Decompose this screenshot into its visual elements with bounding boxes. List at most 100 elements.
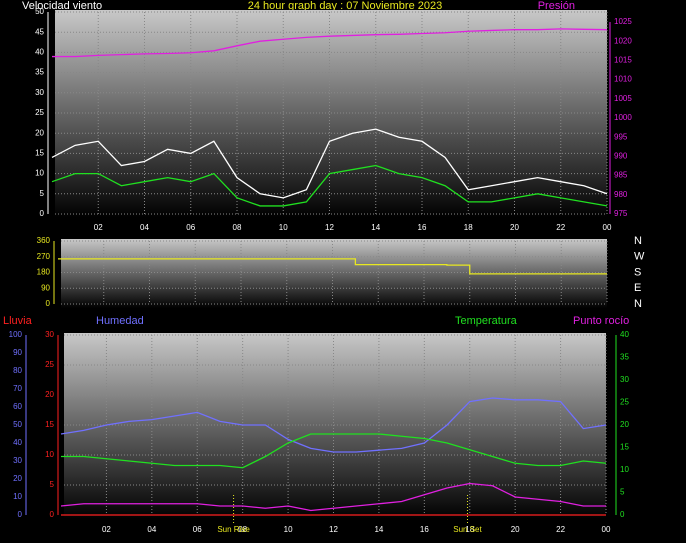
x-tick-label: 06 bbox=[193, 525, 202, 534]
y-tick-label: 10 bbox=[13, 492, 22, 501]
x-tick-label: 16 bbox=[418, 223, 427, 232]
x-tick-label: 14 bbox=[374, 525, 383, 534]
y-tick-label: 1015 bbox=[614, 56, 632, 65]
y-tick-label: 5 bbox=[620, 488, 625, 497]
x-tick-label: 12 bbox=[325, 223, 334, 232]
plot-background bbox=[64, 333, 606, 519]
compass-label: W bbox=[634, 251, 645, 263]
x-tick-label: 18 bbox=[465, 525, 474, 534]
y-tick-label: 10 bbox=[620, 465, 629, 474]
y-tick-label: 980 bbox=[614, 190, 628, 199]
y-tick-label: 90 bbox=[13, 348, 22, 357]
y-tick-label: 90 bbox=[41, 283, 50, 292]
x-tick-label: 22 bbox=[556, 223, 565, 232]
x-tick-label: 04 bbox=[140, 223, 149, 232]
x-tick-label: 16 bbox=[420, 525, 429, 534]
y-tick-label: 15 bbox=[35, 149, 44, 158]
compass-label: N bbox=[634, 235, 642, 247]
x-tick-label: 14 bbox=[371, 223, 380, 232]
y-tick-label: 15 bbox=[45, 420, 54, 429]
y-tick-label: 1000 bbox=[614, 113, 632, 122]
y-tick-label: 20 bbox=[620, 420, 629, 429]
x-tick-label: 04 bbox=[147, 525, 156, 534]
y-tick-label: 270 bbox=[37, 252, 51, 261]
series-line bbox=[61, 433, 607, 469]
compass-label: S bbox=[634, 266, 641, 278]
y-tick-label: 25 bbox=[45, 360, 54, 369]
y-tick-label: 50 bbox=[35, 7, 44, 16]
y-tick-label: 0 bbox=[46, 299, 51, 308]
y-tick-label: 25 bbox=[35, 108, 44, 117]
y-tick-label: 0 bbox=[620, 510, 625, 519]
y-tick-label: 25 bbox=[620, 398, 629, 407]
x-tick-label: 02 bbox=[102, 525, 111, 534]
x-tick-label: 08 bbox=[233, 223, 242, 232]
y-tick-label: 30 bbox=[620, 375, 629, 384]
sun-label: Sun Rise bbox=[217, 525, 250, 534]
x-tick-label: 10 bbox=[284, 525, 293, 534]
x-tick-label: 20 bbox=[511, 525, 520, 534]
x-tick-label: 10 bbox=[279, 223, 288, 232]
y-tick-label: 1025 bbox=[614, 17, 632, 26]
y-tick-label: 35 bbox=[620, 353, 629, 362]
compass-label: E bbox=[634, 282, 641, 294]
y-tick-label: 1020 bbox=[614, 36, 632, 45]
y-tick-label: 1010 bbox=[614, 75, 632, 84]
x-tick-label: 08 bbox=[238, 525, 247, 534]
y-tick-label: 70 bbox=[13, 384, 22, 393]
y-tick-label: 40 bbox=[620, 330, 629, 339]
sun-label: Sun Set bbox=[453, 525, 482, 534]
legend-label: Temperatura bbox=[455, 315, 518, 327]
legend-label: Lluvia bbox=[3, 315, 33, 327]
x-tick-label: 00 bbox=[603, 223, 612, 232]
y-tick-label: 0 bbox=[18, 510, 23, 519]
legend-label: Humedad bbox=[96, 315, 144, 327]
y-tick-label: 45 bbox=[35, 27, 44, 36]
y-tick-label: 20 bbox=[35, 128, 44, 137]
series-line bbox=[60, 482, 606, 512]
pressure-label: Presión bbox=[538, 0, 575, 12]
y-tick-label: 10 bbox=[35, 169, 44, 178]
y-tick-label: 20 bbox=[45, 390, 54, 399]
y-tick-label: 180 bbox=[37, 268, 51, 277]
y-tick-label: 60 bbox=[13, 402, 22, 411]
y-tick-label: 995 bbox=[614, 132, 628, 141]
x-tick-label: 00 bbox=[602, 525, 611, 534]
x-tick-label: 02 bbox=[94, 223, 103, 232]
date-title: 24 hour graph day : 07 Noviembre 2023 bbox=[248, 0, 442, 12]
series-line bbox=[52, 28, 608, 58]
y-tick-label: 80 bbox=[13, 366, 22, 375]
y-tick-label: 15 bbox=[620, 443, 629, 452]
x-tick-label: 06 bbox=[186, 223, 195, 232]
y-tick-label: 5 bbox=[40, 189, 45, 198]
compass-label: N bbox=[634, 298, 642, 310]
y-tick-label: 100 bbox=[9, 330, 23, 339]
series-line bbox=[51, 164, 608, 207]
y-tick-label: 5 bbox=[50, 480, 55, 489]
y-tick-label: 50 bbox=[13, 420, 22, 429]
y-tick-label: 20 bbox=[13, 474, 22, 483]
y-tick-label: 360 bbox=[37, 236, 51, 245]
legend-label: Punto rocío bbox=[573, 315, 629, 327]
y-tick-label: 0 bbox=[50, 510, 55, 519]
y-tick-label: 985 bbox=[614, 171, 628, 180]
y-tick-label: 40 bbox=[13, 438, 22, 447]
wind-title: Velocidad viento bbox=[22, 0, 102, 12]
y-tick-label: 30 bbox=[35, 88, 44, 97]
y-tick-label: 975 bbox=[614, 209, 628, 218]
y-tick-label: 10 bbox=[45, 450, 54, 459]
x-tick-label: 12 bbox=[329, 525, 338, 534]
x-tick-label: 22 bbox=[556, 525, 565, 534]
series-line bbox=[58, 258, 607, 275]
y-tick-label: 1005 bbox=[614, 94, 632, 103]
x-tick-label: 18 bbox=[464, 223, 473, 232]
y-tick-label: 990 bbox=[614, 152, 628, 161]
y-tick-label: 30 bbox=[13, 456, 22, 465]
y-tick-label: 35 bbox=[35, 68, 44, 77]
series-line bbox=[51, 128, 608, 199]
y-tick-label: 0 bbox=[40, 209, 45, 218]
y-tick-label: 40 bbox=[35, 48, 44, 57]
y-tick-label: 30 bbox=[45, 330, 54, 339]
x-tick-label: 20 bbox=[510, 223, 519, 232]
